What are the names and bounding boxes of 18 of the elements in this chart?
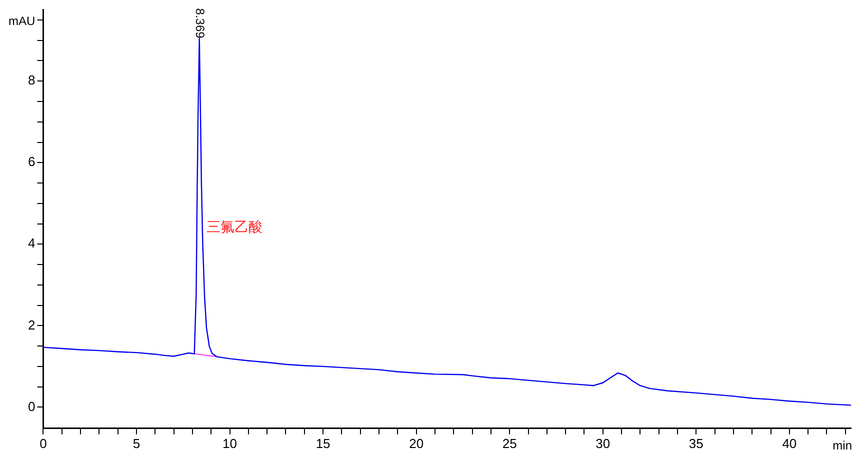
x-tick-label: 20 xyxy=(409,436,424,451)
y-tick-label: 2 xyxy=(28,317,36,332)
y-tick-label: 8 xyxy=(28,72,36,88)
y-axis-title: mAU xyxy=(8,14,36,28)
x-tick-label: 5 xyxy=(132,436,140,451)
y-tick-label: 4 xyxy=(28,236,36,251)
x-tick-label: 40 xyxy=(782,436,797,451)
x-tick-label: 35 xyxy=(688,436,704,451)
annotation: 8.369 xyxy=(193,8,208,39)
x-tick-label: 10 xyxy=(222,436,238,451)
y-tick-label: 0 xyxy=(28,398,36,414)
y-tick-label: 6 xyxy=(28,154,36,170)
x-tick-label: 15 xyxy=(316,436,330,451)
annotation: 三氟乙酸 xyxy=(206,220,263,236)
x-axis-title: min xyxy=(832,438,852,452)
x-tick-label: 30 xyxy=(596,436,610,451)
x-tick-label: 25 xyxy=(502,436,517,451)
x-tick-label: 0 xyxy=(40,436,47,451)
